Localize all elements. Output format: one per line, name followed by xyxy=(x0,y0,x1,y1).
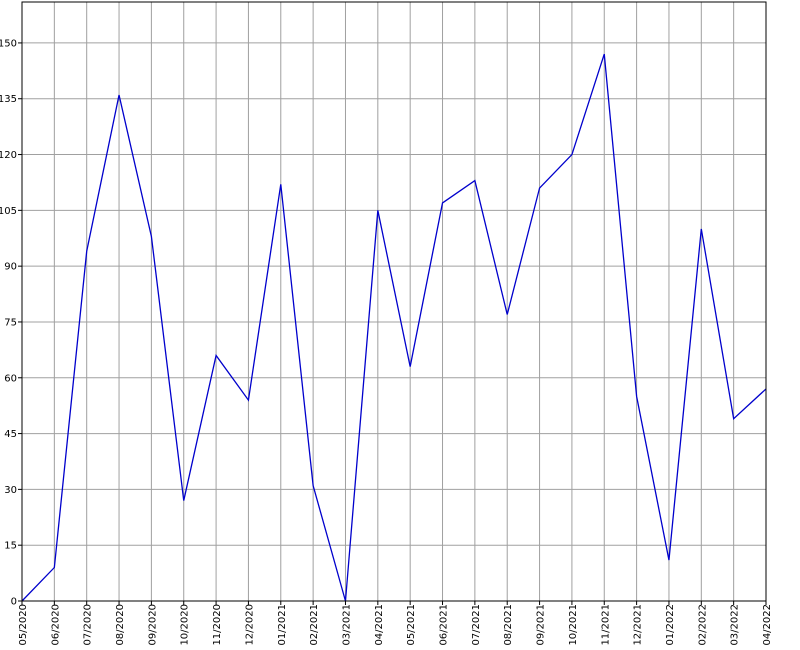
x-tick-label: 03/2022 xyxy=(730,604,741,646)
x-tick-label: 06/2021 xyxy=(439,604,450,646)
x-tick-label: 12/2020 xyxy=(244,604,255,646)
y-tick-label: 105 xyxy=(0,206,17,217)
y-tick-label: 45 xyxy=(4,429,17,440)
x-tick-label: 11/2020 xyxy=(212,604,223,646)
x-axis-ticks: 05/2020 06/2020 07/2020 08/2020 09/2020 10/20… xyxy=(18,601,773,646)
x-tick-label: 04/2021 xyxy=(374,604,385,646)
x-tick-label: 01/2022 xyxy=(665,604,676,646)
x-tick-label: 08/2021 xyxy=(503,604,514,646)
series-group xyxy=(21,53,767,602)
x-tick-label: 09/2020 xyxy=(147,604,158,646)
x-tick-label: 02/2022 xyxy=(697,604,708,646)
x-tick-label: 05/2020 xyxy=(18,604,29,646)
x-tick-label: 09/2021 xyxy=(536,604,547,646)
x-tick-label: 07/2020 xyxy=(83,604,94,646)
x-tick-label: 12/2021 xyxy=(633,604,644,646)
x-tick-label: 06/2020 xyxy=(50,604,61,646)
y-tick-label: 90 xyxy=(4,262,17,273)
plot-area xyxy=(22,2,766,601)
x-tick-label: 10/2021 xyxy=(568,604,579,646)
y-tick-label: 0 xyxy=(11,597,17,608)
y-tick-label: 60 xyxy=(4,373,17,384)
x-tick-label: 03/2021 xyxy=(341,604,352,646)
x-tick-label: 11/2021 xyxy=(600,604,611,646)
y-tick-label: 75 xyxy=(4,317,17,328)
x-tick-label: 02/2021 xyxy=(309,604,320,646)
y-tick-label: 135 xyxy=(0,94,17,105)
y-axis-ticks: 0 15 30 45 60 75 90 105 120 135 150 xyxy=(0,38,22,608)
x-tick-label: 05/2021 xyxy=(406,604,417,646)
y-tick-label: 15 xyxy=(4,541,17,552)
x-tick-label: 08/2020 xyxy=(115,604,126,646)
y-tick-label: 150 xyxy=(0,38,17,49)
x-tick-label: 04/2022 xyxy=(762,604,773,646)
y-tick-label: 30 xyxy=(4,485,17,496)
plot-frame xyxy=(21,1,767,602)
x-tick-label: 07/2021 xyxy=(471,604,482,646)
series-line xyxy=(21,53,767,602)
x-tick-label: 01/2021 xyxy=(277,604,288,646)
y-tick-label: 120 xyxy=(0,150,17,161)
x-tick-label: 10/2020 xyxy=(180,604,191,646)
